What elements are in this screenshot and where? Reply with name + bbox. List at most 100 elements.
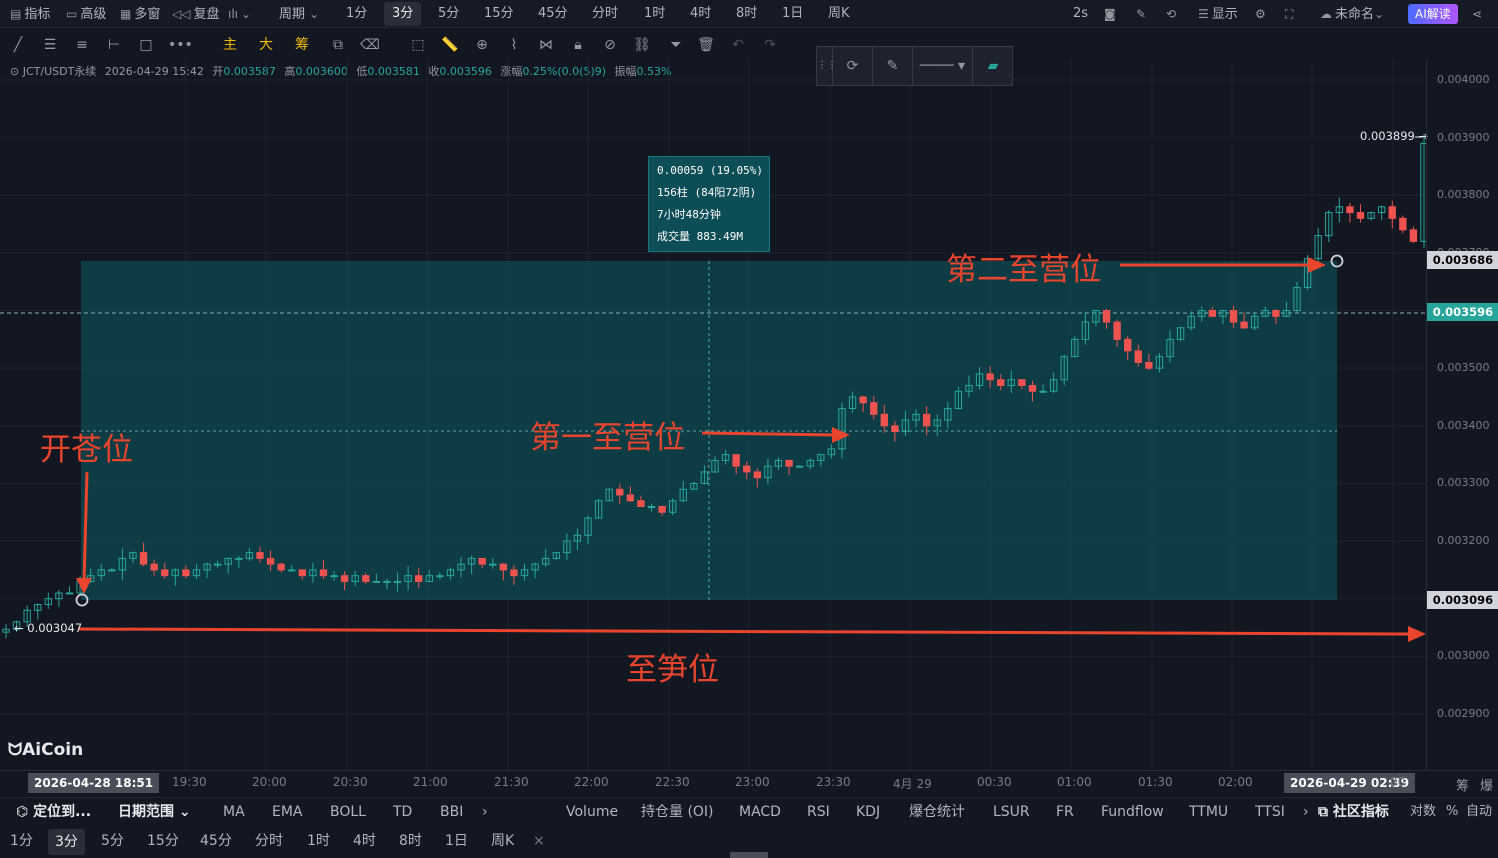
locate-button[interactable]: ⌬ 定位到... (16, 804, 92, 820)
liquidation-toggle[interactable]: 爆 (1480, 779, 1494, 794)
eraser-icon[interactable]: ⌫ (360, 37, 380, 53)
time-axis[interactable]: 2026-04-28 18:51 19:30 20:00 20:30 21:00… (0, 770, 1426, 794)
chip-distribution-button[interactable]: 筹 (295, 37, 309, 53)
camera-icon[interactable]: ◙ (1104, 7, 1116, 21)
multi-window-button[interactable]: ▦ 多窗 (120, 0, 160, 28)
panel-handle[interactable] (730, 852, 768, 858)
auto-scale-toggle[interactable]: 自动 (1466, 804, 1493, 819)
chevron-right-icon[interactable]: › (482, 804, 488, 820)
tab-period-1d[interactable]: 1日 (782, 6, 804, 21)
candle-type-dropdown[interactable]: ılı ⌄ (228, 0, 254, 28)
ai-interpret-button[interactable]: AI解读 (1408, 4, 1458, 24)
layout-name-dropdown[interactable]: ☁ 未命名 ⌄ (1320, 0, 1387, 28)
collapse-icon[interactable]: ⊙ (10, 65, 23, 78)
tab-period-timeshare[interactable]: 分时 (592, 6, 619, 21)
chip-toggle[interactable]: 筹 (1456, 779, 1470, 794)
brush-icon[interactable]: ⌇ (510, 37, 518, 53)
indicator-volume[interactable]: Volume (566, 804, 619, 820)
refresh-interval[interactable]: 2s (1073, 6, 1089, 21)
lock-icon[interactable]: 🔒︎ (574, 37, 582, 53)
redo-icon[interactable]: ↷ (764, 37, 776, 53)
period-dropdown[interactable]: 周期 ⌄ (279, 0, 322, 28)
more-tools-icon[interactable]: ••• (168, 37, 193, 53)
tab-period-5m[interactable]: 5分 (438, 6, 460, 21)
indicator-ema[interactable]: EMA (272, 804, 303, 820)
sync-icon[interactable]: ⧉ (333, 37, 343, 53)
indicator-oi[interactable]: 持仓量 (OI) (641, 804, 714, 820)
link-icon[interactable]: ⛓ (633, 37, 651, 53)
main-indicator-button[interactable]: 主 (223, 37, 237, 53)
trash-icon[interactable]: 🗑︎ (697, 37, 715, 53)
percent-scale-toggle[interactable]: % (1446, 804, 1459, 819)
period-5m[interactable]: 5分 (101, 833, 124, 849)
clone-icon[interactable]: ⟳ (833, 47, 873, 85)
period-1m[interactable]: 1分 (10, 833, 33, 849)
fullscreen-icon[interactable]: ⛶ (1285, 7, 1294, 21)
select-icon[interactable]: ⬚ (411, 37, 425, 53)
advanced-button[interactable]: ▭ 高级 (66, 0, 106, 28)
trend-line-icon[interactable]: ╱ (13, 37, 23, 53)
hide-drawings-icon[interactable]: ⊘ (604, 37, 616, 53)
tab-period-45m[interactable]: 45分 (538, 6, 568, 21)
indicator-boll[interactable]: BOLL (330, 804, 366, 820)
magnet-icon[interactable]: ⋈ (539, 37, 553, 53)
indicator-fr[interactable]: FR (1056, 804, 1074, 820)
tab-period-8h[interactable]: 8时 (736, 6, 758, 21)
indicator-ttmu[interactable]: TTMU (1189, 804, 1229, 820)
indicator-fundflow[interactable]: Fundflow (1101, 804, 1164, 820)
fill-icon[interactable]: ▰ (987, 58, 999, 74)
zoom-in-icon[interactable]: ⊕ (476, 37, 488, 53)
price-chart[interactable] (0, 60, 1426, 770)
indicator-bbi[interactable]: BBI (440, 804, 464, 820)
drag-handle-icon[interactable]: ⋮⋮ (817, 47, 837, 85)
indicator-kdj[interactable]: KDJ (856, 804, 881, 820)
price-tick: 0.003400 (1437, 418, 1490, 432)
indicator-lsur[interactable]: LSUR (993, 804, 1030, 820)
chevron-right-icon[interactable]: › (1303, 804, 1309, 820)
period-1h[interactable]: 1时 (307, 833, 330, 849)
tab-period-1h[interactable]: 1时 (644, 6, 666, 21)
horizontal-lines-icon[interactable]: ≡ (76, 37, 88, 53)
tab-period-1m[interactable]: 1分 (346, 6, 368, 21)
period-timeshare[interactable]: 分时 (255, 833, 283, 849)
indicator-button[interactable]: ▤ 指标 (10, 0, 50, 28)
community-indicator-button[interactable]: ⧉ 社区指标 (1318, 804, 1389, 820)
period-4h[interactable]: 4时 (353, 833, 376, 849)
tab-period-3m[interactable]: 3分 (384, 2, 422, 26)
edit-icon[interactable]: ✎ (1136, 7, 1147, 21)
log-scale-toggle[interactable]: 对数 (1410, 804, 1437, 819)
undo-icon[interactable]: ↶ (732, 37, 744, 53)
close-icon[interactable]: × (533, 833, 545, 849)
rectangle-icon[interactable]: □ (139, 37, 153, 53)
settings-icon[interactable]: ⚙ (1255, 7, 1266, 21)
tab-period-week[interactable]: 周K (828, 6, 850, 21)
period-week[interactable]: 周K (491, 833, 515, 849)
logo-icon: ᗢ (8, 740, 23, 760)
tab-period-15m[interactable]: 15分 (484, 6, 514, 21)
replay-button[interactable]: ◁◁ 复盘 (172, 0, 219, 28)
indicator-ttsi[interactable]: TTSI (1255, 804, 1285, 820)
pencil-icon[interactable]: ✎ (873, 47, 913, 85)
big-order-button[interactable]: 大 (259, 37, 273, 53)
indicator-liquidation[interactable]: 爆仓统计 (909, 804, 965, 820)
indicator-macd[interactable]: MACD (739, 804, 781, 820)
display-button[interactable]: ☰ 显示 (1198, 0, 1238, 28)
horizontal-ray-icon[interactable]: ⊢ (107, 37, 121, 53)
tab-period-4h[interactable]: 4时 (690, 6, 712, 21)
line-style-dropdown[interactable]: ──── ▾ (913, 47, 973, 85)
indicator-ma[interactable]: MA (223, 804, 245, 820)
period-45m[interactable]: 45分 (200, 833, 232, 849)
filter-icon[interactable]: ⏷ (670, 37, 682, 53)
period-1d[interactable]: 1日 (445, 833, 468, 849)
share-icon[interactable]: ⋖ (1472, 7, 1483, 21)
period-15m[interactable]: 15分 (147, 833, 179, 849)
indicator-td[interactable]: TD (393, 804, 413, 820)
date-range-dropdown[interactable]: 日期范围 ⌄ (118, 804, 191, 820)
undo-layout-icon[interactable]: ⟲ (1166, 7, 1177, 21)
parallel-channel-icon[interactable]: ☰ (43, 37, 57, 53)
period-3m[interactable]: 3分 (48, 829, 85, 855)
ruler-icon[interactable]: 📏 (441, 37, 459, 53)
indicator-rsi[interactable]: RSI (807, 804, 830, 820)
price-axis[interactable]: 0.0040000.0039000.0038000.0037000.003600… (1426, 60, 1498, 770)
period-8h[interactable]: 8时 (399, 833, 422, 849)
